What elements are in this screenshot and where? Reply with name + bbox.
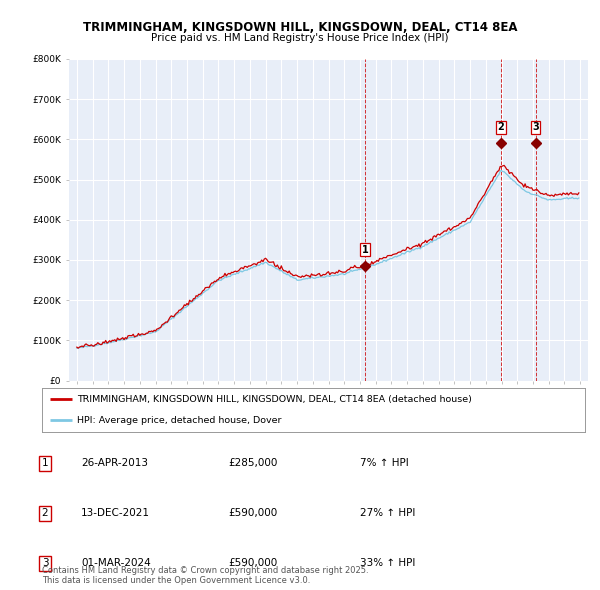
Text: 33% ↑ HPI: 33% ↑ HPI (360, 559, 415, 568)
Text: HPI: Average price, detached house, Dover: HPI: Average price, detached house, Dove… (77, 416, 282, 425)
Text: 3: 3 (532, 122, 539, 132)
Text: TRIMMINGHAM, KINGSDOWN HILL, KINGSDOWN, DEAL, CT14 8EA (detached house): TRIMMINGHAM, KINGSDOWN HILL, KINGSDOWN, … (77, 395, 472, 404)
Text: 7% ↑ HPI: 7% ↑ HPI (360, 458, 409, 468)
Text: TRIMMINGHAM, KINGSDOWN HILL, KINGSDOWN, DEAL, CT14 8EA: TRIMMINGHAM, KINGSDOWN HILL, KINGSDOWN, … (83, 21, 517, 34)
Text: 2: 2 (497, 122, 504, 132)
Text: £590,000: £590,000 (228, 559, 277, 568)
Text: 01-MAR-2024: 01-MAR-2024 (81, 559, 151, 568)
Text: £590,000: £590,000 (228, 509, 277, 518)
Text: 1: 1 (41, 458, 49, 468)
Text: £285,000: £285,000 (228, 458, 277, 468)
Text: 27% ↑ HPI: 27% ↑ HPI (360, 509, 415, 518)
Text: 26-APR-2013: 26-APR-2013 (81, 458, 148, 468)
Text: Price paid vs. HM Land Registry's House Price Index (HPI): Price paid vs. HM Land Registry's House … (151, 33, 449, 43)
Text: 1: 1 (362, 245, 368, 255)
Text: Contains HM Land Registry data © Crown copyright and database right 2025.
This d: Contains HM Land Registry data © Crown c… (42, 566, 368, 585)
Text: 13-DEC-2021: 13-DEC-2021 (81, 509, 150, 518)
Text: 3: 3 (41, 559, 49, 568)
Text: 2: 2 (41, 509, 49, 518)
